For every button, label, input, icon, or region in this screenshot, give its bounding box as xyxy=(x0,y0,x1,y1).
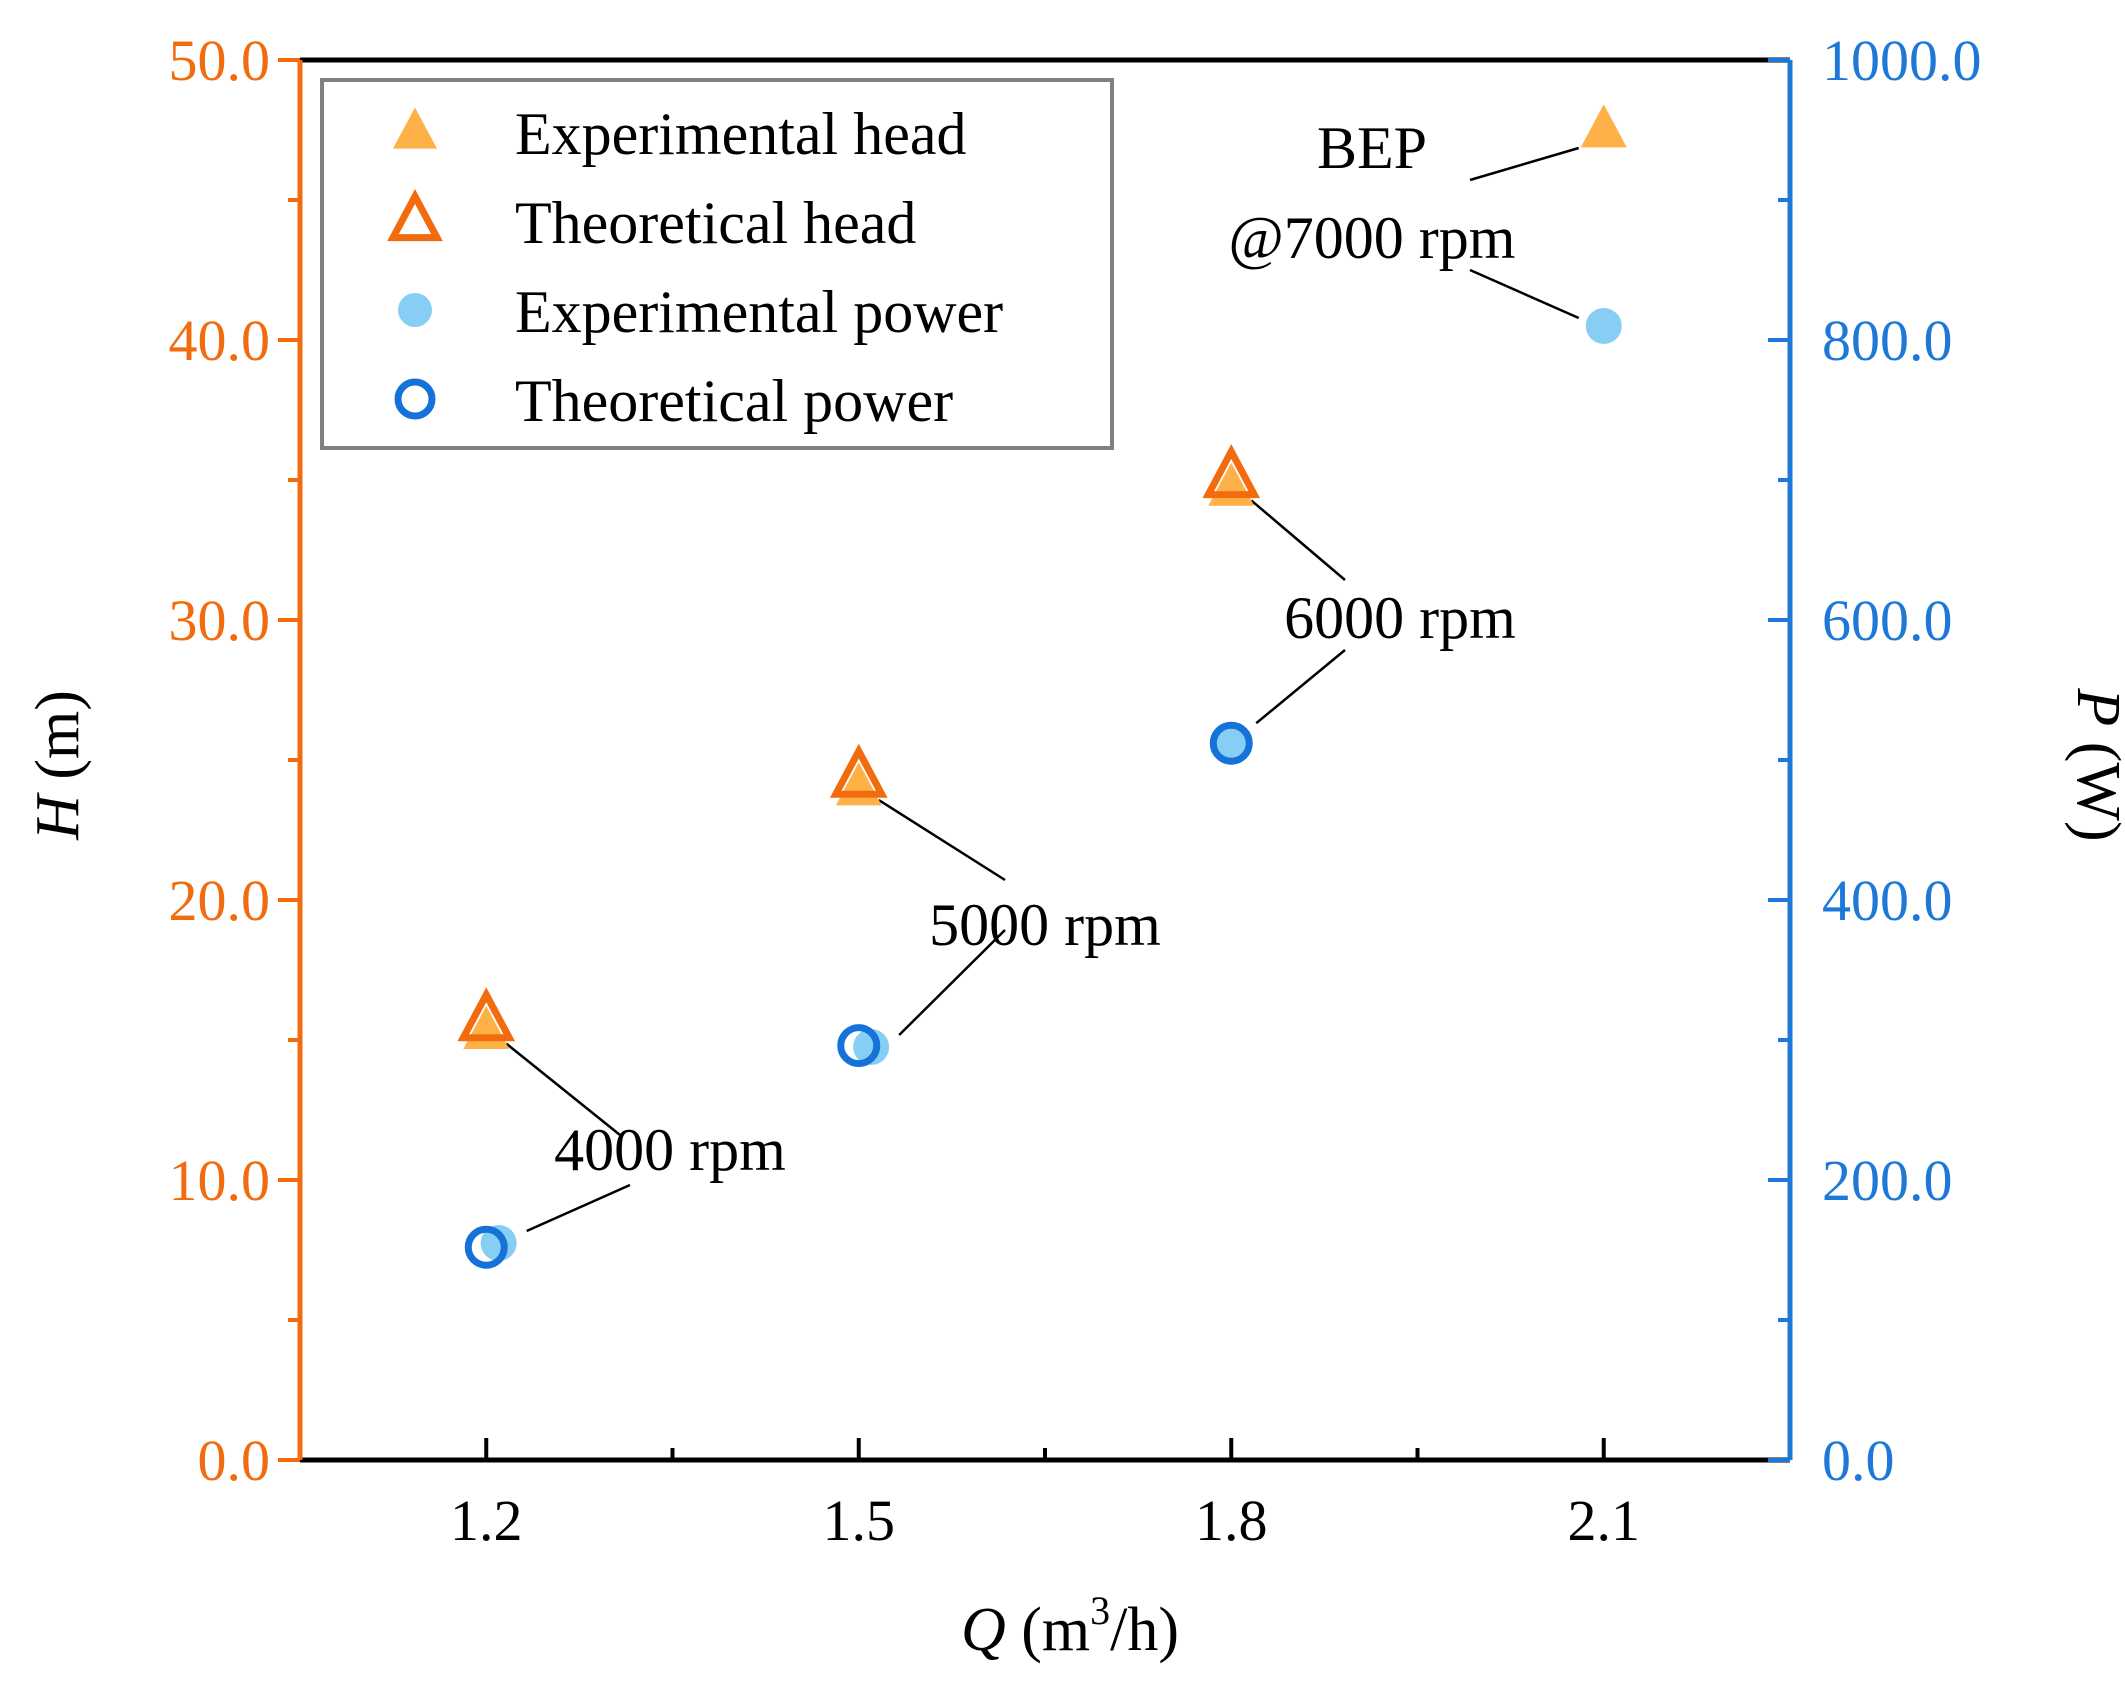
legend-item-theoretical-head-marker xyxy=(387,189,443,242)
experimental-power-point xyxy=(480,1225,517,1261)
legend-item-theoretical-power-label: Theoretical power xyxy=(515,368,953,434)
y-right-tick-label: 800.0 xyxy=(1822,308,1953,373)
x-axis-label-var: Q xyxy=(961,1596,1006,1664)
y-left-tick-label: 40.0 xyxy=(169,308,271,373)
legend-item-experimental-head-marker xyxy=(393,107,437,149)
y-axis-left-label-unit: (m) xyxy=(24,690,92,795)
y-axis-left: 0.0 10.0 20.0 30.0 40.0 50.0 xyxy=(169,28,300,1493)
y-axis-right-label: P (W) xyxy=(2064,687,2125,841)
annotation-4000rpm: 4000 rpm xyxy=(554,1117,786,1183)
experimental-power-point xyxy=(1585,308,1622,344)
x-axis-label: Q (m3/h) xyxy=(961,1588,1179,1664)
y-left-tick-label: 30.0 xyxy=(169,588,271,653)
annotation-7000rpm: @7000 rpm xyxy=(1229,205,1516,271)
theoretical-power-point xyxy=(464,1225,508,1269)
legend-item-experimental-head-label: Experimental head xyxy=(515,101,966,167)
annotation-leaders xyxy=(505,146,1580,1233)
x-axis-label-unit-end: /h) xyxy=(1110,1596,1179,1664)
legend: Experimental head Theoretical head Experim… xyxy=(320,78,1114,450)
annotations: 4000 rpm 5000 rpm 6000 rpm BEP @7000 rpm xyxy=(554,115,1516,1183)
y-right-tick-label: 1000.0 xyxy=(1822,28,1982,93)
y-axis-right-label-var: P xyxy=(2064,687,2125,726)
x-tick-label: 2.1 xyxy=(1568,1488,1641,1553)
theoretical-head-point xyxy=(457,987,516,1042)
x-axis: 1.2 1.5 1.8 2.1 xyxy=(450,1438,1640,1553)
annotation-leader-line xyxy=(526,1183,631,1233)
y-axis-right-label-unit: (W) xyxy=(2064,726,2125,841)
annotation-leader-line xyxy=(898,929,1006,1036)
x-axis-label-unit: (m xyxy=(1006,1596,1090,1664)
y-right-tick-label: 600.0 xyxy=(1822,588,1953,653)
y-left-tick-label: 0.0 xyxy=(198,1428,271,1493)
annotation-leader-line xyxy=(1250,499,1346,581)
experimental-power-point xyxy=(853,1029,890,1065)
y-axis-left-label-var: H xyxy=(24,792,92,841)
legend-item-theoretical-power-marker xyxy=(394,378,436,420)
legend-item-theoretical-head-label: Theoretical head xyxy=(515,190,916,256)
axis-labels: Q (m3/h) H (m) P (W) xyxy=(24,687,2125,1664)
x-tick-label: 1.5 xyxy=(823,1488,896,1553)
annotation-bep: BEP xyxy=(1317,115,1427,181)
y-right-tick-label: 0.0 xyxy=(1822,1428,1895,1493)
y-axis-right: 0.0 200.0 400.0 600.0 800.0 1000.0 xyxy=(1768,28,1982,1493)
annotation-leader-line xyxy=(505,1042,621,1136)
theoretical-power-point xyxy=(837,1024,881,1068)
legend-item-experimental-power-label: Experimental power xyxy=(515,279,1003,345)
x-axis-label-sup: 3 xyxy=(1090,1588,1110,1633)
annotation-leader-line xyxy=(1469,146,1580,182)
annotation-leader-line xyxy=(878,798,1006,882)
legend-box xyxy=(320,78,1114,450)
y-left-tick-label: 10.0 xyxy=(169,1148,271,1213)
experimental-power-point xyxy=(1213,725,1250,762)
theoretical-head-point xyxy=(1202,444,1261,499)
theoretical-power-point xyxy=(1209,721,1253,765)
annotation-5000rpm: 5000 rpm xyxy=(929,892,1161,958)
legend-item-experimental-power-marker xyxy=(398,293,432,327)
annotation-leader-line xyxy=(1255,649,1346,725)
y-left-tick-label: 50.0 xyxy=(169,28,271,93)
y-left-tick-label: 20.0 xyxy=(169,868,271,933)
experimental-head-point xyxy=(1580,104,1627,148)
x-tick-label: 1.8 xyxy=(1195,1488,1268,1553)
y-axis-left-label: H (m) xyxy=(24,690,92,841)
theoretical-head-point xyxy=(829,743,888,798)
y-right-tick-label: 400.0 xyxy=(1822,868,1953,933)
data-marks xyxy=(457,104,1627,1269)
annotation-6000rpm: 6000 rpm xyxy=(1284,585,1516,651)
annotation-leader-line xyxy=(1469,268,1580,320)
x-tick-label: 1.2 xyxy=(450,1488,523,1553)
y-right-tick-label: 200.0 xyxy=(1822,1148,1953,1213)
